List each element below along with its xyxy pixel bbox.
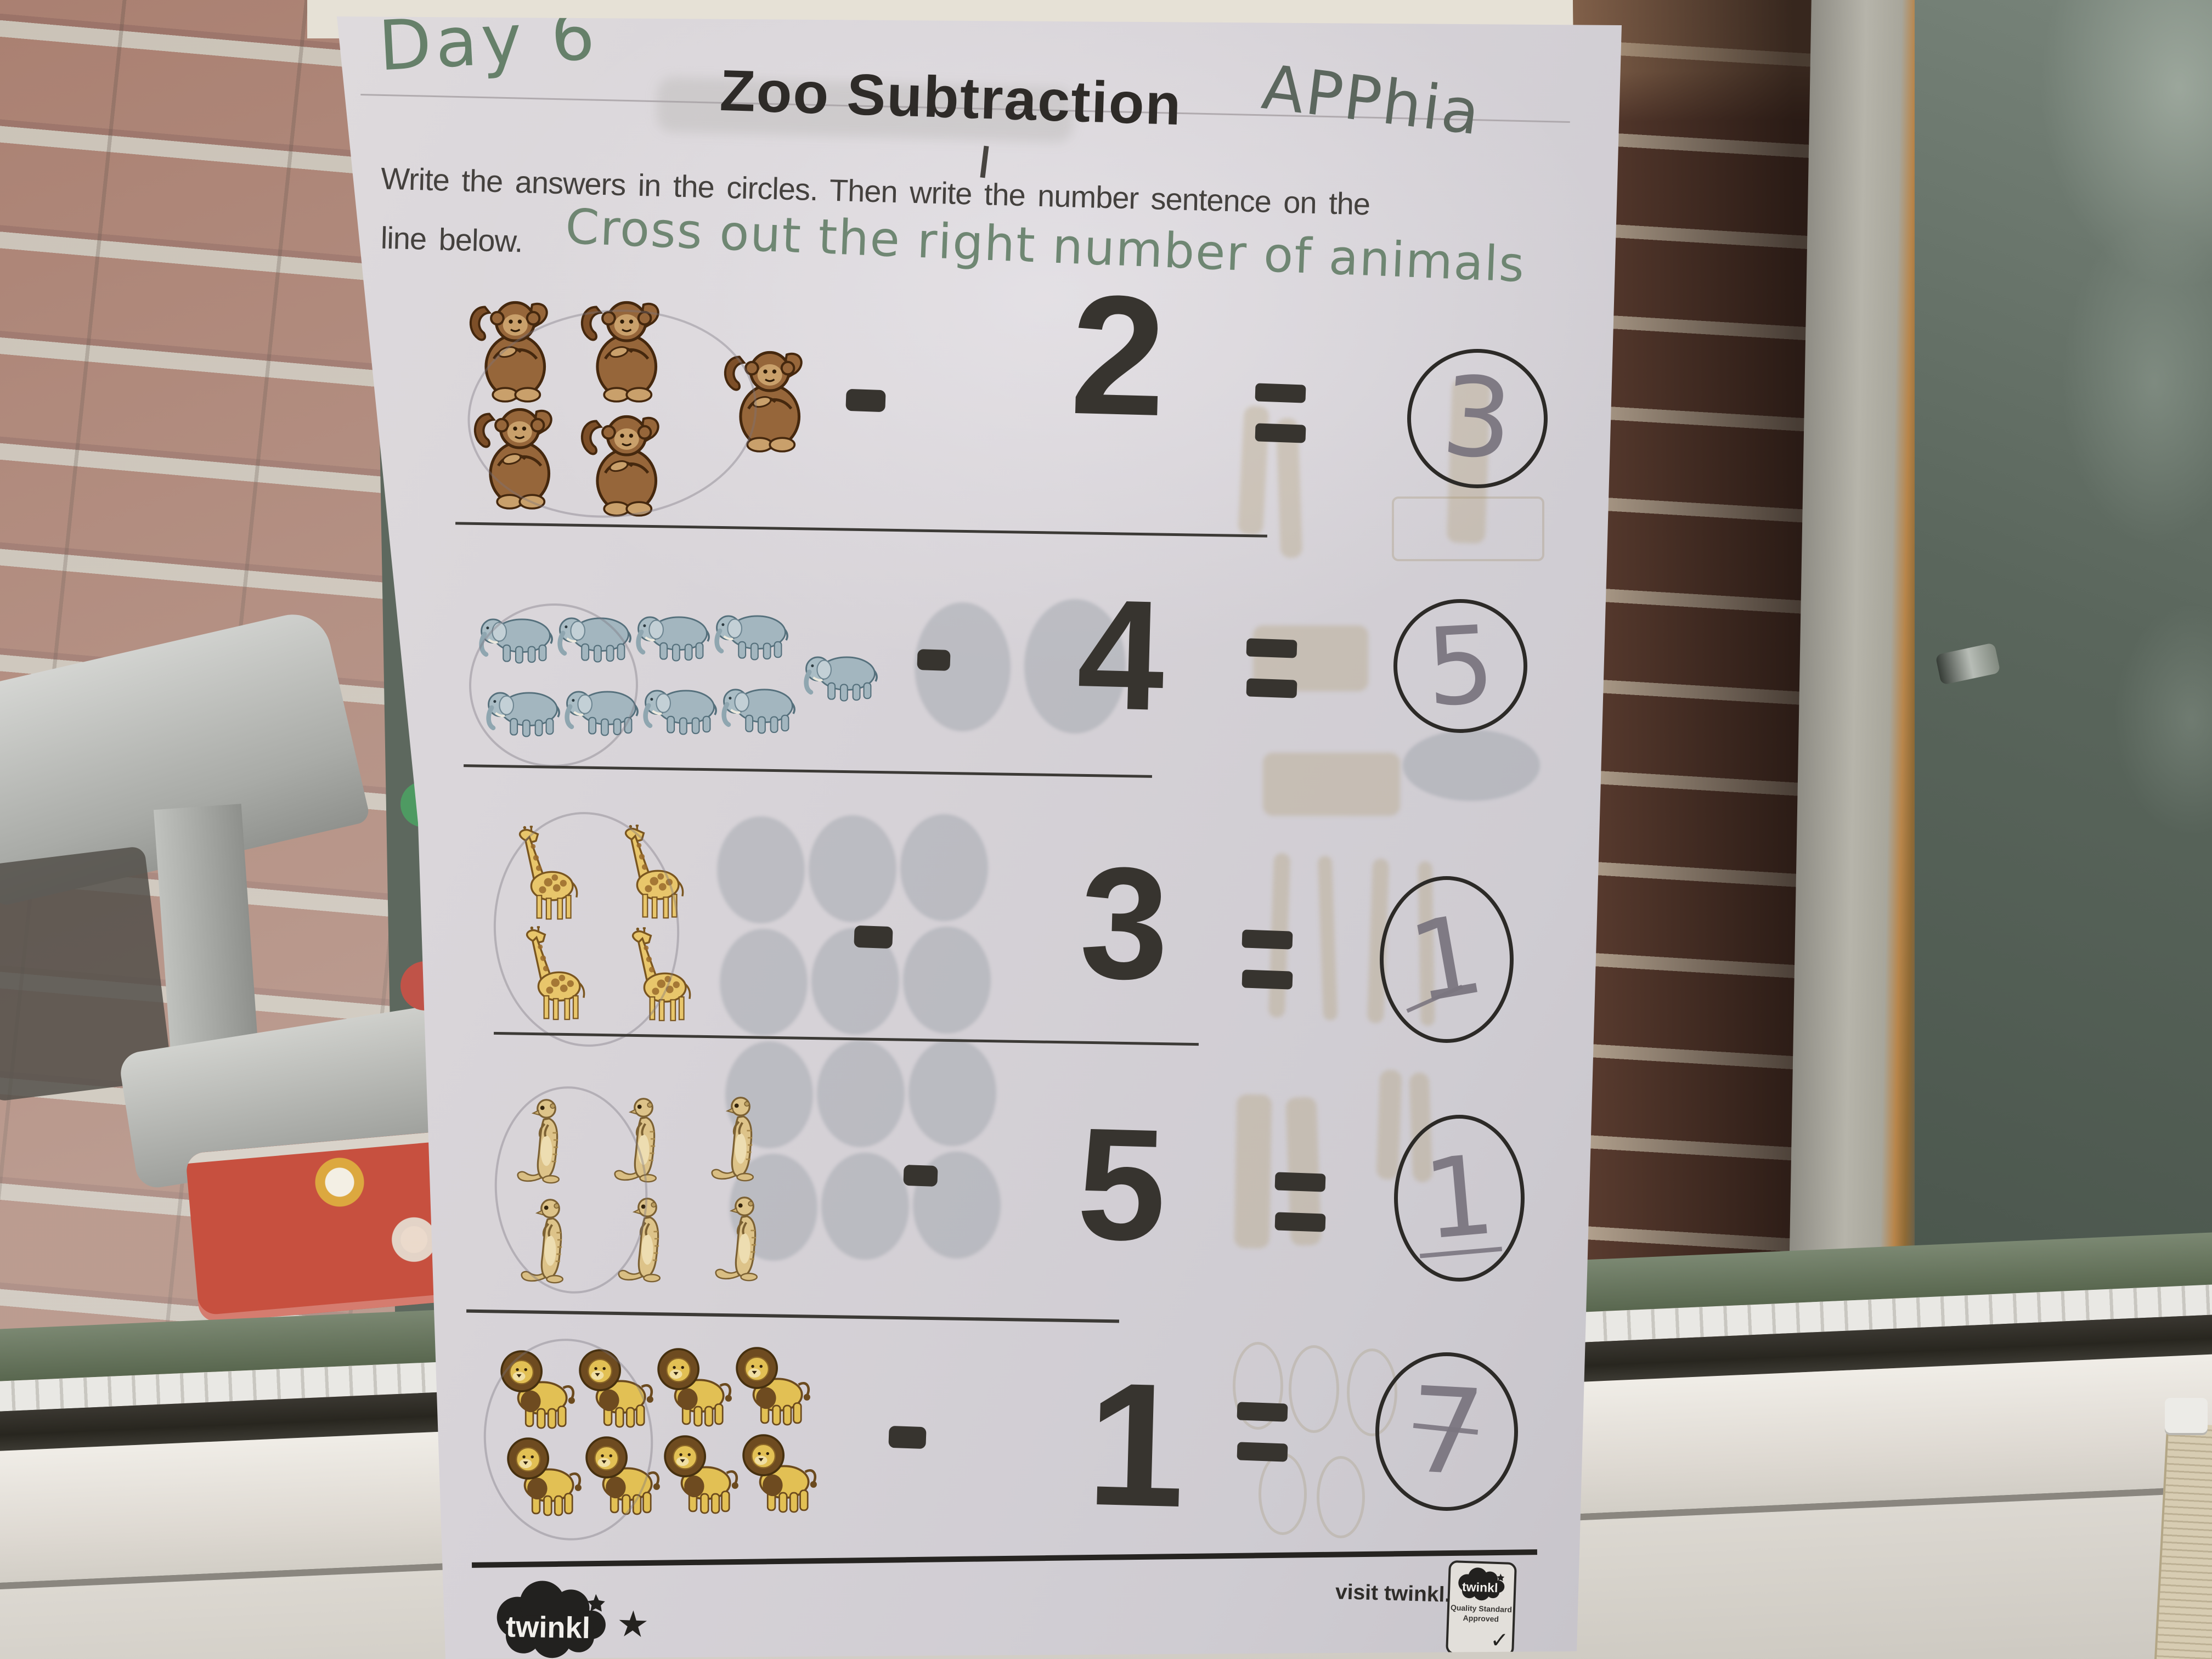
show-through-mark (717, 816, 805, 923)
show-through-mark (1392, 496, 1544, 561)
show-through-mark (909, 1039, 996, 1146)
twinkl-logo-text: twinkl (506, 1610, 591, 1645)
answer-circle: 5 (1393, 599, 1527, 733)
show-through-mark (903, 927, 991, 1034)
show-through-mark (1289, 1345, 1339, 1433)
lion-image (653, 1344, 733, 1427)
twinkl-badge-logo: twinkl (1454, 1566, 1508, 1601)
show-through-mark (1403, 730, 1540, 801)
show-through-mark (817, 1040, 905, 1147)
badge-text-line1: Quality Standard (1450, 1603, 1513, 1614)
answer-circle: 1 (1380, 876, 1514, 1043)
toy-ring (312, 1155, 367, 1210)
show-through-mark (1317, 1456, 1365, 1538)
show-through-mark (1024, 599, 1126, 733)
show-through-mark (900, 814, 988, 921)
show-through-mark (1263, 753, 1400, 816)
quality-badge: twinkl Quality Standard Approved ✓ (1446, 1560, 1517, 1657)
subtrahend-number: 1 (1085, 1345, 1188, 1544)
lion-image (732, 1343, 812, 1426)
star-icon: ★ (616, 1602, 650, 1645)
badge-text-line2: Approved (1463, 1613, 1499, 1624)
answer-circle: 1 (1394, 1115, 1525, 1282)
blind-strap-clip (2165, 1398, 2208, 1433)
lion-image (660, 1431, 740, 1515)
answer-circle: 3 (1407, 349, 1548, 488)
instructions-line2: line below. (380, 220, 523, 259)
lion-image (738, 1430, 819, 1514)
twinkl-logo: twinkl (486, 1578, 615, 1659)
window-glass-reflection (1915, 0, 2212, 1393)
show-through-mark (821, 1153, 909, 1260)
answer-circle: 7 (1375, 1352, 1518, 1511)
show-through-mark (809, 815, 896, 922)
badge-checkmark: ✓ (1489, 1627, 1509, 1654)
svg-text:twinkl: twinkl (1462, 1579, 1498, 1595)
equals-sign (1237, 1403, 1288, 1461)
minus-sign (888, 1425, 927, 1449)
show-through-mark (720, 929, 808, 1036)
